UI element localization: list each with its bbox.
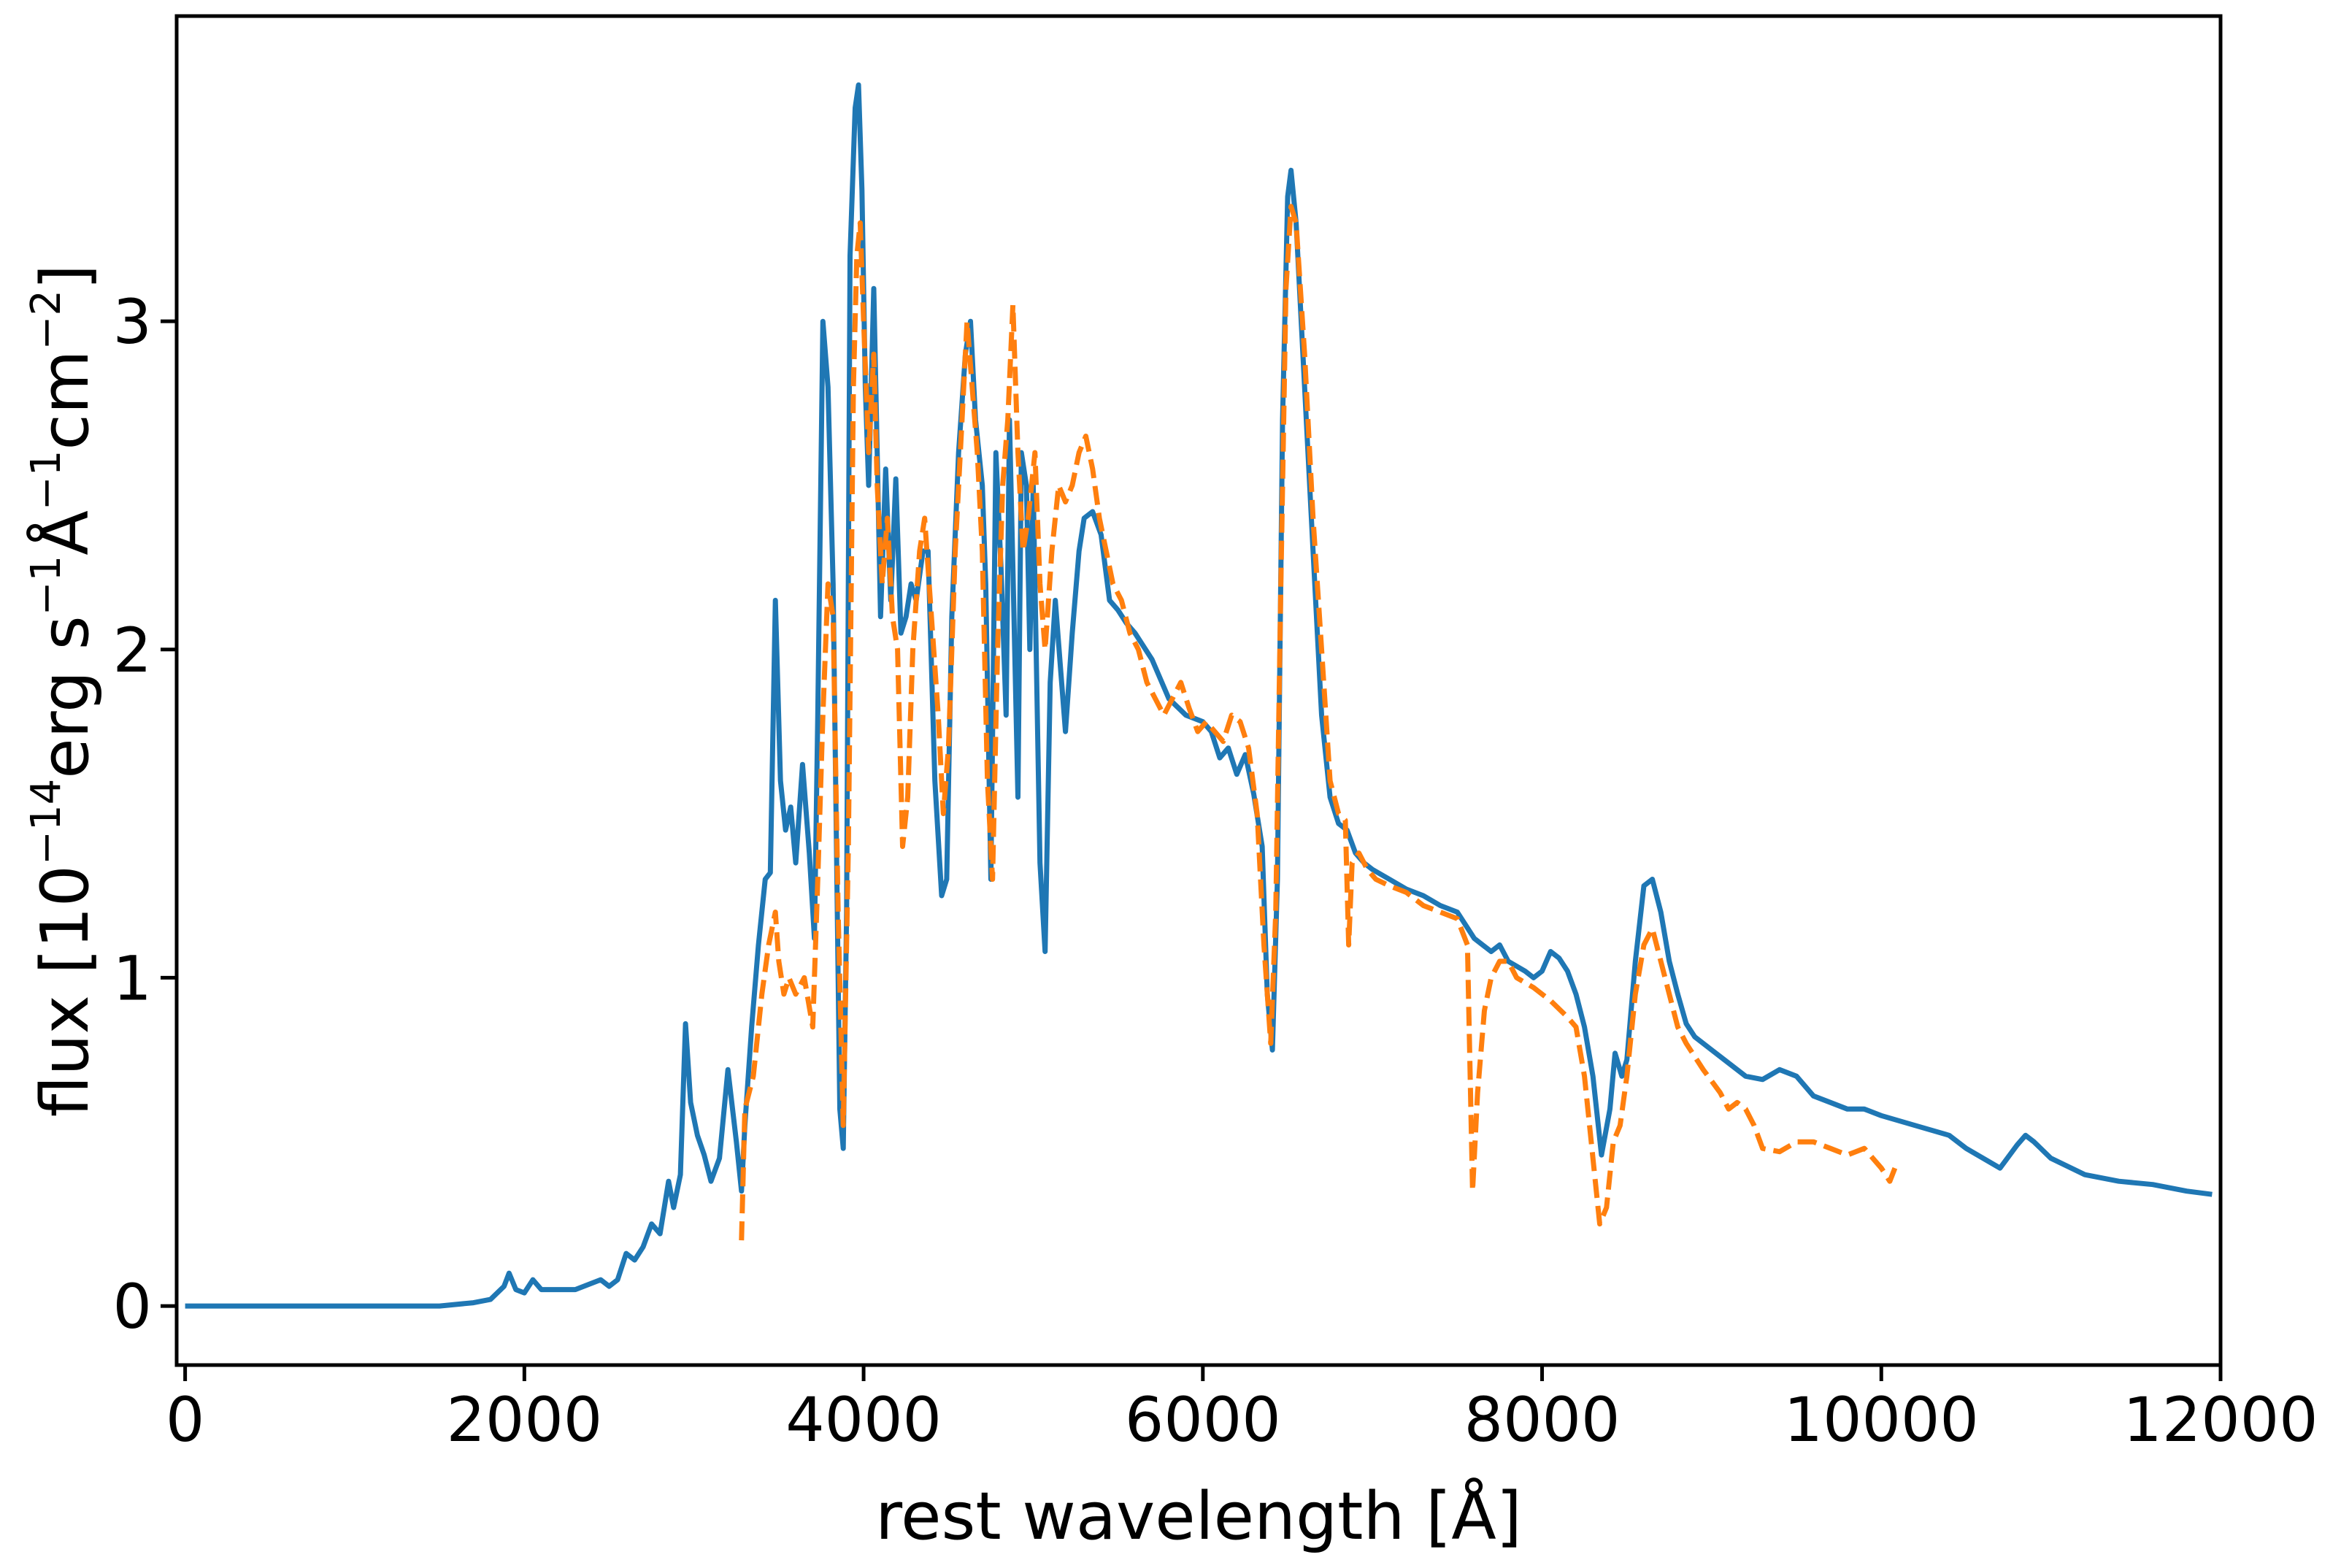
x-tick-label: 8000 — [1464, 1384, 1621, 1456]
x-axis: 0 2000 4000 6000 8000 10000 12000 — [166, 1365, 2318, 1456]
y-tick-label: 1 — [113, 942, 152, 1014]
y-axis-label: flux [10−14erg s−1Å−1cm−2] — [23, 264, 104, 1117]
x-tick-label: 6000 — [1125, 1384, 1281, 1456]
x-axis-label: rest wavelength [Å] — [875, 1477, 1522, 1555]
x-tick-label: 4000 — [785, 1384, 942, 1456]
y-tick-label: 2 — [113, 615, 152, 686]
series-layer — [185, 82, 2213, 1309]
x-tick-label: 0 — [166, 1384, 204, 1456]
y-tick-label: 3 — [113, 286, 152, 358]
plot-frame — [174, 14, 2223, 1367]
y-axis: 0 1 2 3 — [113, 286, 177, 1342]
series-line-2 — [739, 204, 1898, 1241]
x-tick-label: 12000 — [2123, 1384, 2318, 1456]
x-tick-label: 2000 — [446, 1384, 602, 1456]
series-line-1 — [185, 82, 2213, 1309]
x-tick-label: 10000 — [1784, 1384, 1979, 1456]
y-tick-label: 0 — [113, 1271, 152, 1342]
